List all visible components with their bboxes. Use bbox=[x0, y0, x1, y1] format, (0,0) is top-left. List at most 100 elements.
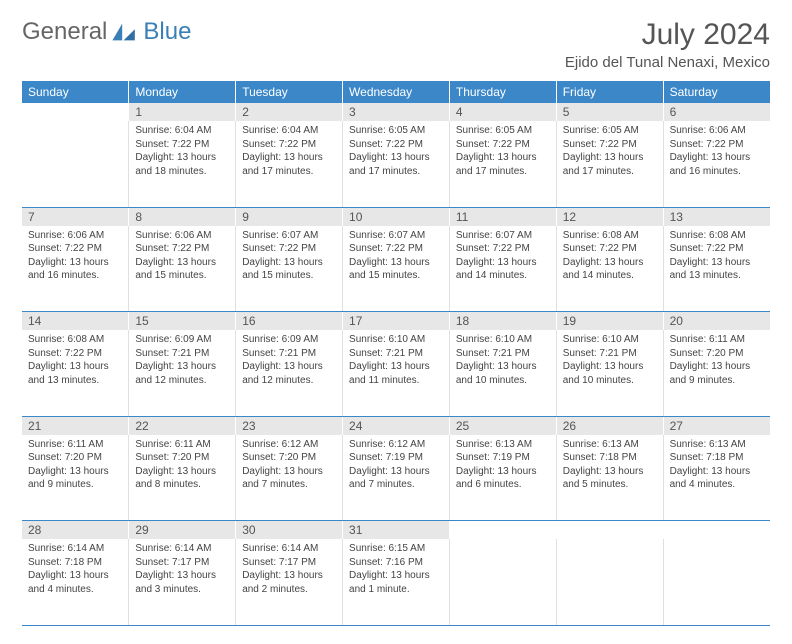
sunset-line: Sunset: 7:20 PM bbox=[670, 347, 764, 361]
daylight-line: Daylight: 13 hours and 6 minutes. bbox=[456, 465, 550, 492]
day-header-wednesday: Wednesday bbox=[343, 81, 450, 103]
day-number-cell: 14 bbox=[22, 312, 129, 331]
day-number-cell: 20 bbox=[663, 312, 770, 331]
day-content-cell: Sunrise: 6:10 AMSunset: 7:21 PMDaylight:… bbox=[343, 330, 450, 416]
sunrise-line: Sunrise: 6:06 AM bbox=[135, 229, 229, 243]
day-number-cell: 26 bbox=[556, 416, 663, 435]
logo: General Blue bbox=[22, 18, 191, 46]
daylight-line: Daylight: 13 hours and 8 minutes. bbox=[135, 465, 229, 492]
day-content-cell: Sunrise: 6:04 AMSunset: 7:22 PMDaylight:… bbox=[129, 121, 236, 207]
day-number-cell bbox=[22, 103, 129, 121]
day-number-cell: 29 bbox=[129, 521, 236, 540]
day-content-cell bbox=[22, 121, 129, 207]
day-number-cell: 21 bbox=[22, 416, 129, 435]
day-content-cell bbox=[663, 539, 770, 625]
sunset-line: Sunset: 7:19 PM bbox=[349, 451, 443, 465]
day-content-cell: Sunrise: 6:14 AMSunset: 7:18 PMDaylight:… bbox=[22, 539, 129, 625]
location: Ejido del Tunal Nenaxi, Mexico bbox=[565, 54, 770, 71]
week-1-content-row: Sunrise: 6:06 AMSunset: 7:22 PMDaylight:… bbox=[22, 226, 770, 312]
day-content-cell: Sunrise: 6:06 AMSunset: 7:22 PMDaylight:… bbox=[663, 121, 770, 207]
sunrise-line: Sunrise: 6:10 AM bbox=[349, 333, 443, 347]
day-number-cell: 7 bbox=[22, 207, 129, 226]
sunrise-line: Sunrise: 6:09 AM bbox=[242, 333, 336, 347]
sunset-line: Sunset: 7:22 PM bbox=[456, 242, 550, 256]
day-content-cell: Sunrise: 6:11 AMSunset: 7:20 PMDaylight:… bbox=[129, 435, 236, 521]
daylight-line: Daylight: 13 hours and 12 minutes. bbox=[242, 360, 336, 387]
day-number-cell bbox=[449, 521, 556, 540]
sunrise-line: Sunrise: 6:05 AM bbox=[563, 124, 657, 138]
daylight-line: Daylight: 13 hours and 9 minutes. bbox=[28, 465, 122, 492]
daylight-line: Daylight: 13 hours and 17 minutes. bbox=[563, 151, 657, 178]
day-content-cell: Sunrise: 6:07 AMSunset: 7:22 PMDaylight:… bbox=[343, 226, 450, 312]
day-header-saturday: Saturday bbox=[663, 81, 770, 103]
daylight-line: Daylight: 13 hours and 17 minutes. bbox=[349, 151, 443, 178]
sunset-line: Sunset: 7:21 PM bbox=[135, 347, 229, 361]
day-number-cell: 8 bbox=[129, 207, 236, 226]
day-content-cell: Sunrise: 6:06 AMSunset: 7:22 PMDaylight:… bbox=[22, 226, 129, 312]
daylight-line: Daylight: 13 hours and 9 minutes. bbox=[670, 360, 764, 387]
day-number-cell: 28 bbox=[22, 521, 129, 540]
logo-text: General bbox=[22, 18, 107, 46]
day-number-cell: 24 bbox=[343, 416, 450, 435]
title-block: July 2024 Ejido del Tunal Nenaxi, Mexico bbox=[565, 18, 770, 71]
day-number-cell bbox=[663, 521, 770, 540]
day-content-cell: Sunrise: 6:09 AMSunset: 7:21 PMDaylight:… bbox=[236, 330, 343, 416]
daylight-line: Daylight: 13 hours and 15 minutes. bbox=[242, 256, 336, 283]
sunrise-line: Sunrise: 6:08 AM bbox=[563, 229, 657, 243]
sunset-line: Sunset: 7:21 PM bbox=[456, 347, 550, 361]
week-2-daynum-row: 14151617181920 bbox=[22, 312, 770, 331]
daylight-line: Daylight: 13 hours and 13 minutes. bbox=[28, 360, 122, 387]
day-number-cell: 11 bbox=[449, 207, 556, 226]
calendar-header-row: SundayMondayTuesdayWednesdayThursdayFrid… bbox=[22, 81, 770, 103]
daylight-line: Daylight: 13 hours and 10 minutes. bbox=[456, 360, 550, 387]
sunrise-line: Sunrise: 6:13 AM bbox=[670, 438, 764, 452]
sunrise-line: Sunrise: 6:05 AM bbox=[456, 124, 550, 138]
week-0-content-row: Sunrise: 6:04 AMSunset: 7:22 PMDaylight:… bbox=[22, 121, 770, 207]
day-content-cell: Sunrise: 6:04 AMSunset: 7:22 PMDaylight:… bbox=[236, 121, 343, 207]
day-header-friday: Friday bbox=[556, 81, 663, 103]
day-number-cell: 23 bbox=[236, 416, 343, 435]
sunset-line: Sunset: 7:22 PM bbox=[28, 347, 122, 361]
sunset-line: Sunset: 7:22 PM bbox=[28, 242, 122, 256]
sunrise-line: Sunrise: 6:12 AM bbox=[242, 438, 336, 452]
day-number-cell: 4 bbox=[449, 103, 556, 121]
week-0-daynum-row: 123456 bbox=[22, 103, 770, 121]
sunset-line: Sunset: 7:22 PM bbox=[242, 242, 336, 256]
daylight-line: Daylight: 13 hours and 11 minutes. bbox=[349, 360, 443, 387]
sunrise-line: Sunrise: 6:13 AM bbox=[456, 438, 550, 452]
sunrise-line: Sunrise: 6:14 AM bbox=[135, 542, 229, 556]
sunrise-line: Sunrise: 6:15 AM bbox=[349, 542, 443, 556]
day-number-cell: 31 bbox=[343, 521, 450, 540]
week-3-daynum-row: 21222324252627 bbox=[22, 416, 770, 435]
sunrise-line: Sunrise: 6:10 AM bbox=[456, 333, 550, 347]
sunrise-line: Sunrise: 6:10 AM bbox=[563, 333, 657, 347]
day-number-cell: 18 bbox=[449, 312, 556, 331]
daylight-line: Daylight: 13 hours and 13 minutes. bbox=[670, 256, 764, 283]
sunrise-line: Sunrise: 6:04 AM bbox=[135, 124, 229, 138]
day-number-cell: 19 bbox=[556, 312, 663, 331]
day-content-cell: Sunrise: 6:11 AMSunset: 7:20 PMDaylight:… bbox=[663, 330, 770, 416]
day-number-cell: 17 bbox=[343, 312, 450, 331]
daylight-line: Daylight: 13 hours and 15 minutes. bbox=[349, 256, 443, 283]
sunset-line: Sunset: 7:22 PM bbox=[670, 138, 764, 152]
sunset-line: Sunset: 7:22 PM bbox=[135, 242, 229, 256]
day-number-cell: 25 bbox=[449, 416, 556, 435]
day-header-sunday: Sunday bbox=[22, 81, 129, 103]
day-content-cell: Sunrise: 6:05 AMSunset: 7:22 PMDaylight:… bbox=[343, 121, 450, 207]
daylight-line: Daylight: 13 hours and 5 minutes. bbox=[563, 465, 657, 492]
day-header-tuesday: Tuesday bbox=[236, 81, 343, 103]
sunset-line: Sunset: 7:22 PM bbox=[349, 242, 443, 256]
week-3-content-row: Sunrise: 6:11 AMSunset: 7:20 PMDaylight:… bbox=[22, 435, 770, 521]
day-number-cell: 9 bbox=[236, 207, 343, 226]
day-content-cell: Sunrise: 6:05 AMSunset: 7:22 PMDaylight:… bbox=[556, 121, 663, 207]
sunset-line: Sunset: 7:22 PM bbox=[349, 138, 443, 152]
logo-word-blue: Blue bbox=[143, 18, 191, 45]
day-content-cell: Sunrise: 6:14 AMSunset: 7:17 PMDaylight:… bbox=[129, 539, 236, 625]
day-content-cell: Sunrise: 6:14 AMSunset: 7:17 PMDaylight:… bbox=[236, 539, 343, 625]
day-content-cell: Sunrise: 6:08 AMSunset: 7:22 PMDaylight:… bbox=[663, 226, 770, 312]
sunset-line: Sunset: 7:22 PM bbox=[563, 138, 657, 152]
header: General Blue July 2024 Ejido del Tunal N… bbox=[22, 18, 770, 71]
daylight-line: Daylight: 13 hours and 1 minute. bbox=[349, 569, 443, 596]
sunrise-line: Sunrise: 6:06 AM bbox=[28, 229, 122, 243]
week-4-content-row: Sunrise: 6:14 AMSunset: 7:18 PMDaylight:… bbox=[22, 539, 770, 625]
